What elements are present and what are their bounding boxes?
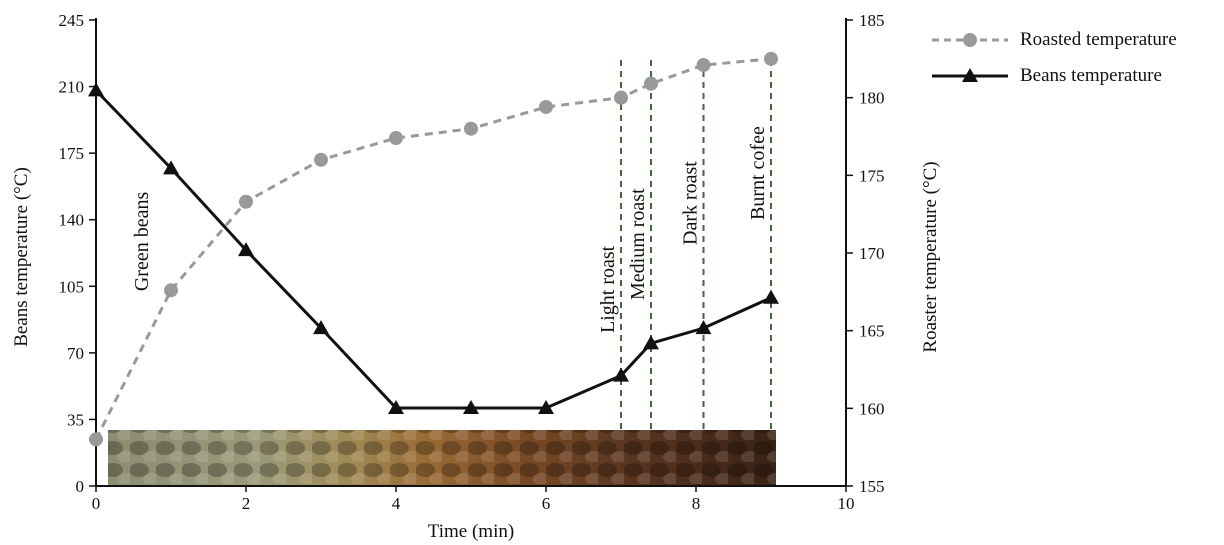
y2-tick-label: 155 <box>859 477 885 496</box>
y-tick-label: 0 <box>76 477 85 496</box>
roasted-point <box>644 76 658 91</box>
roast-bean-texture <box>108 430 776 485</box>
roasted-line <box>94 57 772 441</box>
legend-label-roasted: Roasted temperature <box>1020 29 1177 50</box>
y-tick-label: 245 <box>59 11 85 30</box>
legend-item-roasted: Roasted temperature <box>930 22 1177 58</box>
annotation-roast-label: Burnt cofee <box>747 126 769 220</box>
roasted-temperature-series <box>89 51 778 447</box>
roasted-point <box>614 90 628 105</box>
legend-label-beans: Beans temperature <box>1020 65 1162 86</box>
axes-group: 0 2 4 6 8 10 0 35 70 105 140 175 210 245 155 160 165 170 1… <box>59 11 885 513</box>
beans-line <box>94 89 772 410</box>
y2-axis-label: Roaster temperature (°C) <box>920 161 941 352</box>
beans-point <box>643 335 659 350</box>
x-tick-label: 6 <box>542 494 551 513</box>
y-tick-label: 35 <box>67 410 84 429</box>
x-tick-label: 4 <box>392 494 401 513</box>
y-tick-label: 210 <box>59 78 85 97</box>
y-axis-label: Beans temperature (°C) <box>11 167 32 347</box>
annotation-green-beans: Green beans <box>131 192 153 292</box>
beans-point <box>163 160 179 175</box>
x-axis-label: Time (min) <box>428 521 514 542</box>
roasted-point <box>464 121 478 136</box>
roasted-point <box>764 51 778 66</box>
y-tick-label: 70 <box>67 344 84 363</box>
x-tick-label: 2 <box>242 494 251 513</box>
beans-point <box>238 242 254 257</box>
x-tick-label: 0 <box>92 494 101 513</box>
y-tick-label: 105 <box>59 277 85 296</box>
beans-point <box>88 82 104 97</box>
beans-point <box>613 367 629 382</box>
y2-tick-label: 180 <box>859 89 885 108</box>
beans-temperature-series <box>88 82 779 415</box>
roast-annotations: Green beans Light roast Medium roast Dark r… <box>131 126 769 333</box>
beans-point <box>313 320 329 335</box>
y2-tick-label: 185 <box>859 11 885 30</box>
y-tick-label: 175 <box>59 144 85 163</box>
annotation-roast-label: Dark roast <box>680 161 702 245</box>
annotation-roast-label: Light roast <box>597 245 619 333</box>
roasted-point <box>539 99 553 114</box>
y-tick-label: 140 <box>59 211 85 230</box>
legend-swatch-roasted <box>932 33 1008 47</box>
legend: Roasted temperature Beans temperature <box>930 22 1177 94</box>
x-tick-label: 10 <box>838 494 855 513</box>
beans-point <box>763 289 779 304</box>
y2-tick-label: 165 <box>859 322 885 341</box>
beans-point <box>463 400 479 415</box>
y2-tick-label: 175 <box>859 166 885 185</box>
annotation-roast-label: Medium roast <box>627 188 649 300</box>
legend-item-beans: Beans temperature <box>930 58 1177 94</box>
roasted-point <box>696 58 711 73</box>
legend-swatch-beans <box>932 68 1008 82</box>
roasted-point <box>239 194 253 209</box>
roasted-point <box>389 131 403 146</box>
roasted-point <box>89 432 103 447</box>
roasted-point <box>314 152 328 167</box>
y2-tick-label: 170 <box>859 244 885 263</box>
beans-point <box>388 400 404 415</box>
x-tick-label: 8 <box>692 494 701 513</box>
beans-point <box>538 400 554 415</box>
y2-tick-label: 160 <box>859 399 885 418</box>
roasted-point <box>164 283 178 298</box>
beans-point <box>695 320 712 335</box>
